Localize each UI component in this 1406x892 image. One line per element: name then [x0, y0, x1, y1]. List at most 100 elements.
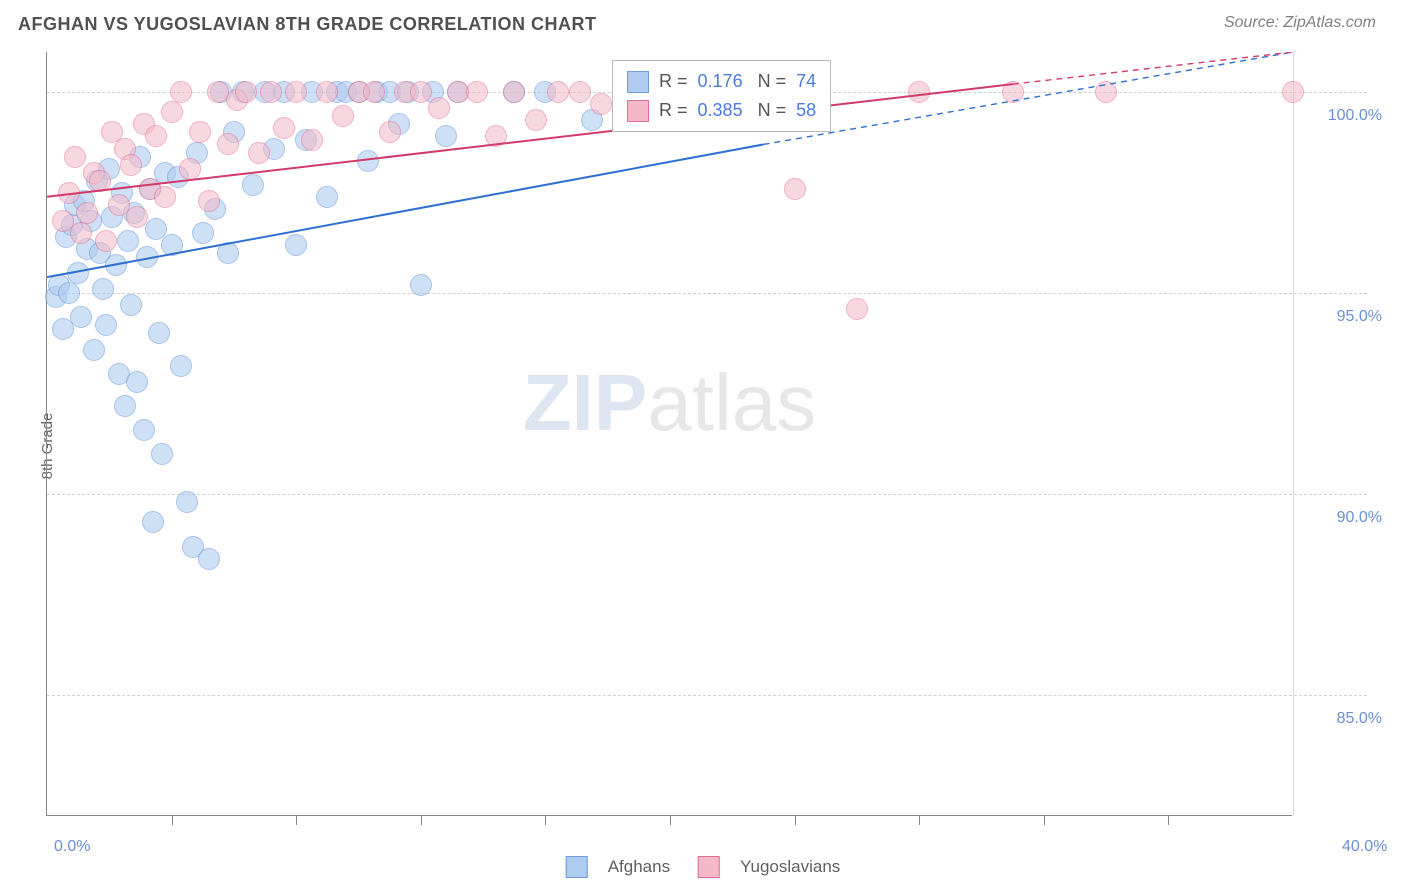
x-tick — [919, 815, 920, 825]
point-afghans — [70, 306, 92, 328]
point-afghans — [148, 322, 170, 344]
point-afghans — [198, 548, 220, 570]
point-yugoslavians — [217, 133, 239, 155]
point-yugoslavians — [273, 117, 295, 139]
legend-box: R = 0.176 N = 74R = 0.385 N = 58 — [612, 60, 831, 132]
point-yugoslavians — [154, 186, 176, 208]
y-tick-label: 85.0% — [1337, 710, 1382, 728]
point-yugoslavians — [332, 105, 354, 127]
point-yugoslavians — [189, 121, 211, 143]
point-yugoslavians — [363, 81, 385, 103]
point-yugoslavians — [145, 125, 167, 147]
n-value-afghans: 74 — [796, 71, 816, 91]
point-yugoslavians — [260, 81, 282, 103]
point-afghans — [357, 150, 379, 172]
point-yugoslavians — [316, 81, 338, 103]
chart-title: AFGHAN VS YUGOSLAVIAN 8TH GRADE CORRELAT… — [18, 14, 597, 35]
point-yugoslavians — [64, 146, 86, 168]
point-afghans — [176, 491, 198, 513]
swatch-yugoslavians — [698, 856, 720, 878]
x-tick — [1044, 815, 1045, 825]
x-tick — [296, 815, 297, 825]
point-afghans — [126, 371, 148, 393]
y-tick-label: 100.0% — [1328, 107, 1382, 125]
point-afghans — [316, 186, 338, 208]
point-yugoslavians — [569, 81, 591, 103]
x-tick — [1168, 815, 1169, 825]
point-yugoslavians — [428, 97, 450, 119]
plot-area: ZIPatlas — [46, 52, 1292, 816]
point-afghans — [120, 294, 142, 316]
trend-dash-afghans — [763, 52, 1293, 144]
point-yugoslavians — [503, 81, 525, 103]
source-text: Source: ZipAtlas.com — [1224, 14, 1376, 32]
point-afghans — [136, 246, 158, 268]
point-yugoslavians — [410, 81, 432, 103]
point-yugoslavians — [846, 298, 868, 320]
point-yugoslavians — [248, 142, 270, 164]
point-yugoslavians — [466, 81, 488, 103]
gridline — [47, 695, 1367, 696]
r-label: R = — [659, 100, 693, 120]
point-yugoslavians — [76, 202, 98, 224]
point-yugoslavians — [161, 101, 183, 123]
point-yugoslavians — [285, 81, 307, 103]
point-yugoslavians — [1002, 81, 1024, 103]
legend-label-afghans: Afghans — [608, 857, 670, 877]
point-afghans — [92, 278, 114, 300]
legend-label-yugoslavians: Yugoslavians — [740, 857, 840, 877]
r-value-yugoslavians: 0.385 — [698, 100, 743, 120]
swatch-afghans — [627, 71, 649, 93]
point-yugoslavians — [58, 182, 80, 204]
point-afghans — [217, 242, 239, 264]
x-tick — [545, 815, 546, 825]
point-yugoslavians — [379, 121, 401, 143]
n-label: N = — [758, 71, 792, 91]
point-yugoslavians — [485, 125, 507, 147]
point-afghans — [285, 234, 307, 256]
swatch-yugoslavians — [627, 100, 649, 122]
point-afghans — [170, 355, 192, 377]
point-afghans — [142, 511, 164, 533]
x-tick-label: 0.0% — [54, 838, 90, 856]
point-yugoslavians — [126, 206, 148, 228]
point-yugoslavians — [179, 158, 201, 180]
point-yugoslavians — [89, 170, 111, 192]
swatch-afghans — [566, 856, 588, 878]
trend-dash-yugoslavians — [1013, 52, 1293, 84]
r-value-afghans: 0.176 — [698, 71, 743, 91]
point-yugoslavians — [525, 109, 547, 131]
point-afghans — [133, 419, 155, 441]
point-afghans — [410, 274, 432, 296]
point-afghans — [192, 222, 214, 244]
trend-lines — [47, 52, 1293, 816]
point-yugoslavians — [235, 81, 257, 103]
gridline — [47, 293, 1367, 294]
y-tick-label: 95.0% — [1337, 308, 1382, 326]
point-afghans — [151, 443, 173, 465]
point-afghans — [67, 262, 89, 284]
legend-row-yugoslavians: R = 0.385 N = 58 — [627, 96, 816, 125]
x-tick-label: 40.0% — [1342, 838, 1387, 856]
point-afghans — [242, 174, 264, 196]
point-yugoslavians — [120, 154, 142, 176]
legend-row-afghans: R = 0.176 N = 74 — [627, 67, 816, 96]
point-afghans — [95, 314, 117, 336]
point-afghans — [435, 125, 457, 147]
point-yugoslavians — [1282, 81, 1304, 103]
x-tick — [795, 815, 796, 825]
watermark: ZIPatlas — [523, 357, 816, 449]
point-afghans — [117, 230, 139, 252]
point-afghans — [105, 254, 127, 276]
x-tick — [172, 815, 173, 825]
point-afghans — [83, 339, 105, 361]
point-yugoslavians — [784, 178, 806, 200]
bottom-legend-item-yugoslavians: Yugoslavians — [698, 856, 840, 878]
watermark-part2: atlas — [647, 358, 816, 447]
point-yugoslavians — [70, 222, 92, 244]
gridline — [47, 494, 1367, 495]
point-yugoslavians — [590, 93, 612, 115]
y-tick-label: 90.0% — [1337, 509, 1382, 527]
n-label: N = — [758, 100, 792, 120]
x-tick — [421, 815, 422, 825]
